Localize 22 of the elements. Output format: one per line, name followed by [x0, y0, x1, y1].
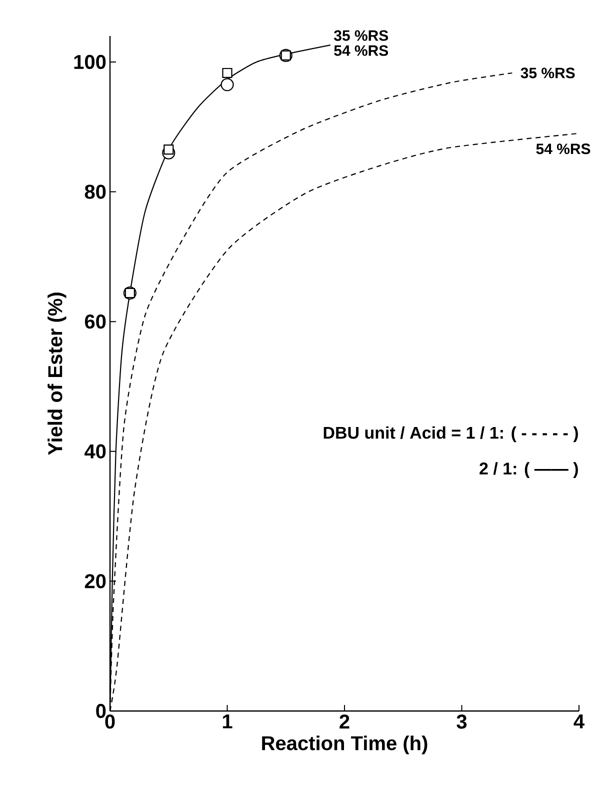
annotation: 2 / 1: ( —— ) [480, 462, 578, 478]
x-tick-label: 3 [456, 714, 467, 729]
y-tick-label: 80 [84, 184, 106, 199]
x-axis-title: Reaction Time (h) [262, 736, 428, 754]
x-tick-label: 4 [574, 714, 584, 728]
x-tick-label: 0 [105, 714, 115, 729]
annotation: 35 %RS [520, 68, 575, 78]
point [164, 144, 174, 155]
y-tick-label: 20 [84, 574, 106, 588]
y-tick-label: 60 [84, 314, 106, 329]
y-tick-label: 0 [96, 704, 106, 718]
y-axis-title: Yield of Ester (%) [48, 292, 66, 456]
annotation: 54 %RS [536, 144, 590, 154]
y-tick-label: 40 [84, 444, 106, 458]
annotation: 35 %RS [334, 30, 388, 41]
point [220, 78, 234, 92]
y-tick-label: 100 [74, 54, 106, 70]
x-tick-label: 1 [222, 714, 232, 728]
annotation: 54 %RS [334, 45, 388, 56]
annotation: DBU unit / Acid = 1 / 1: ( - - - - - ) [324, 426, 578, 442]
x-tick-label: 2 [340, 714, 350, 728]
point [222, 68, 232, 78]
